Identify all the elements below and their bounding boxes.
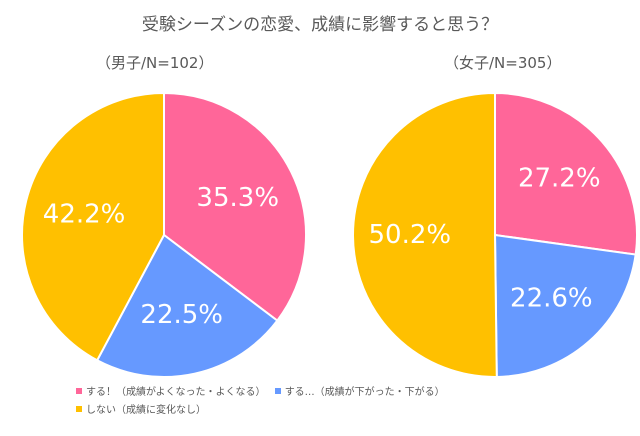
male-chart-subtitle: （男子/N=102） bbox=[96, 54, 214, 72]
female-slice-no-change bbox=[352, 91, 498, 378]
male-label-decline: 22.5% bbox=[140, 300, 223, 330]
legend-swatch-improve bbox=[76, 388, 82, 394]
female-chart-subtitle: （女子/N=305） bbox=[444, 54, 562, 72]
legend-item-no-change: しない（成績に変化なし） bbox=[76, 402, 206, 420]
female-label-improve: 27.2% bbox=[518, 164, 601, 194]
chart-title: 受験シーズンの恋愛、成績に影響すると思う？ bbox=[141, 15, 499, 35]
male-label-no-change: 42.2% bbox=[43, 200, 126, 230]
legend-row-1: する！（成績がよくなった・よくなる） する…（成績が下がった・下がる） bbox=[76, 384, 616, 402]
female-label-no-change: 50.2% bbox=[368, 220, 451, 250]
legend: する！（成績がよくなった・よくなる） する…（成績が下がった・下がる） しない（… bbox=[76, 384, 616, 420]
male-slice-no-change bbox=[21, 91, 165, 362]
female-slice-improve bbox=[494, 91, 638, 256]
female-slice-decline bbox=[493, 233, 637, 379]
male-slice-improve bbox=[163, 91, 307, 323]
legend-item-improve: する！（成績がよくなった・よくなる） bbox=[76, 384, 266, 402]
legend-label-decline: する…（成績が下がった・下がる） bbox=[284, 387, 445, 398]
legend-label-improve: する！（成績がよくなった・よくなる） bbox=[86, 387, 266, 398]
legend-label-no-change: しない（成績に変化なし） bbox=[86, 405, 206, 416]
male-slice-decline bbox=[95, 233, 279, 378]
male-label-improve: 35.3% bbox=[196, 183, 279, 213]
legend-swatch-decline bbox=[274, 388, 281, 394]
legend-swatch-no-change bbox=[76, 406, 82, 412]
legend-row-2: しない（成績に変化なし） bbox=[76, 402, 616, 420]
female-label-decline: 22.6% bbox=[510, 283, 593, 313]
legend-item-decline: する…（成績が下がった・下がる） bbox=[274, 384, 445, 402]
